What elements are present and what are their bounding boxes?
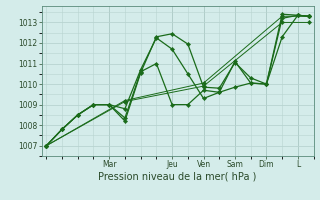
X-axis label: Pression niveau de la mer( hPa ): Pression niveau de la mer( hPa ): [99, 172, 257, 182]
